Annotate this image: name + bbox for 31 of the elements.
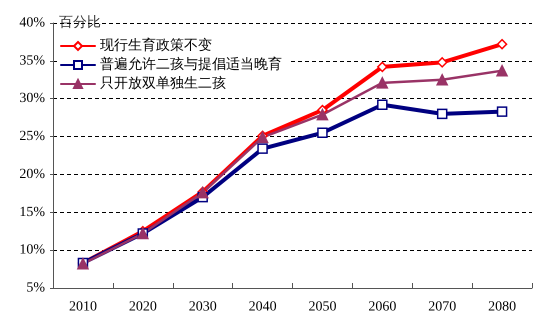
point	[436, 57, 448, 68]
y-tick-label: 10%	[19, 242, 46, 258]
legend-label: 现行生育政策不变	[100, 36, 212, 54]
y-tick-label: 25%	[19, 129, 46, 144]
y-tick-label: 40%	[19, 16, 46, 30]
point	[316, 108, 328, 120]
x-tick-label: 2060	[368, 300, 396, 314]
y-tick-label: 30%	[19, 91, 46, 106]
point	[496, 38, 508, 50]
point	[377, 100, 388, 110]
x-tick-label: 2050	[308, 300, 336, 314]
point	[257, 143, 268, 154]
x-tick-label: 2010	[68, 300, 97, 314]
point	[317, 128, 328, 138]
point	[376, 77, 388, 89]
point	[436, 108, 448, 120]
legend-label: 只开放双单独生二孩	[100, 76, 226, 92]
point	[496, 64, 508, 76]
legend-label: 普遍允许二孩与提倡适当晚育	[100, 56, 282, 72]
y-tick-label: 15%	[19, 204, 46, 220]
point	[496, 106, 508, 117]
y-tick-label: 20%	[19, 166, 46, 182]
x-tick-label: 2020	[128, 300, 157, 314]
x-tick-label: 2030	[188, 300, 217, 314]
y-tick-label: 5%	[26, 280, 46, 296]
x-tick-label: 2070	[428, 300, 456, 314]
y-tick-label: 35%	[19, 53, 46, 68]
point	[436, 74, 448, 86]
x-tick-label: 2080	[488, 300, 516, 314]
point	[377, 62, 388, 72]
x-tick-label: 2040	[248, 300, 277, 314]
